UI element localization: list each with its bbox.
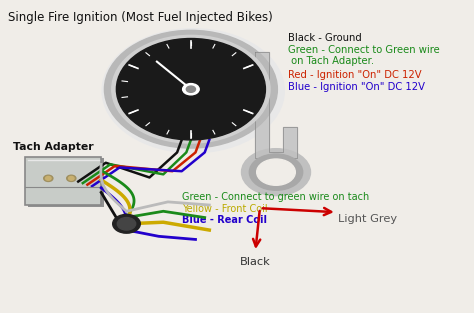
- Circle shape: [186, 86, 195, 92]
- Circle shape: [249, 154, 303, 190]
- Text: Blue - Ignition "On" DC 12V: Blue - Ignition "On" DC 12V: [288, 82, 425, 92]
- Circle shape: [117, 218, 136, 230]
- FancyBboxPatch shape: [25, 156, 101, 205]
- Text: Yellow - Front Coil: Yellow - Front Coil: [182, 204, 267, 214]
- Text: Green - Connect to green wire on tach: Green - Connect to green wire on tach: [182, 192, 369, 203]
- Text: Light Grey: Light Grey: [338, 214, 397, 224]
- Circle shape: [182, 84, 199, 95]
- Polygon shape: [255, 52, 297, 158]
- Text: Single Fire Ignition (Most Fuel Injected Bikes): Single Fire Ignition (Most Fuel Injected…: [8, 11, 273, 24]
- Circle shape: [102, 29, 284, 153]
- Text: Black - Ground: Black - Ground: [288, 33, 361, 43]
- Circle shape: [242, 149, 310, 196]
- Circle shape: [104, 30, 277, 148]
- Circle shape: [67, 175, 76, 182]
- FancyBboxPatch shape: [28, 158, 104, 207]
- Circle shape: [117, 38, 265, 140]
- Circle shape: [257, 159, 295, 185]
- Circle shape: [112, 35, 270, 143]
- Text: Red - Ignition "On" DC 12V: Red - Ignition "On" DC 12V: [288, 70, 421, 80]
- Text: Blue - Rear Coil: Blue - Rear Coil: [182, 215, 267, 225]
- Circle shape: [113, 214, 140, 233]
- Text: on Tach Adapter.: on Tach Adapter.: [288, 56, 374, 66]
- Circle shape: [46, 177, 51, 180]
- Circle shape: [69, 177, 74, 180]
- Text: Tach Adapter: Tach Adapter: [13, 142, 93, 152]
- Text: Green - Connect to Green wire: Green - Connect to Green wire: [288, 45, 439, 55]
- Circle shape: [44, 175, 53, 182]
- Text: Black: Black: [240, 257, 271, 267]
